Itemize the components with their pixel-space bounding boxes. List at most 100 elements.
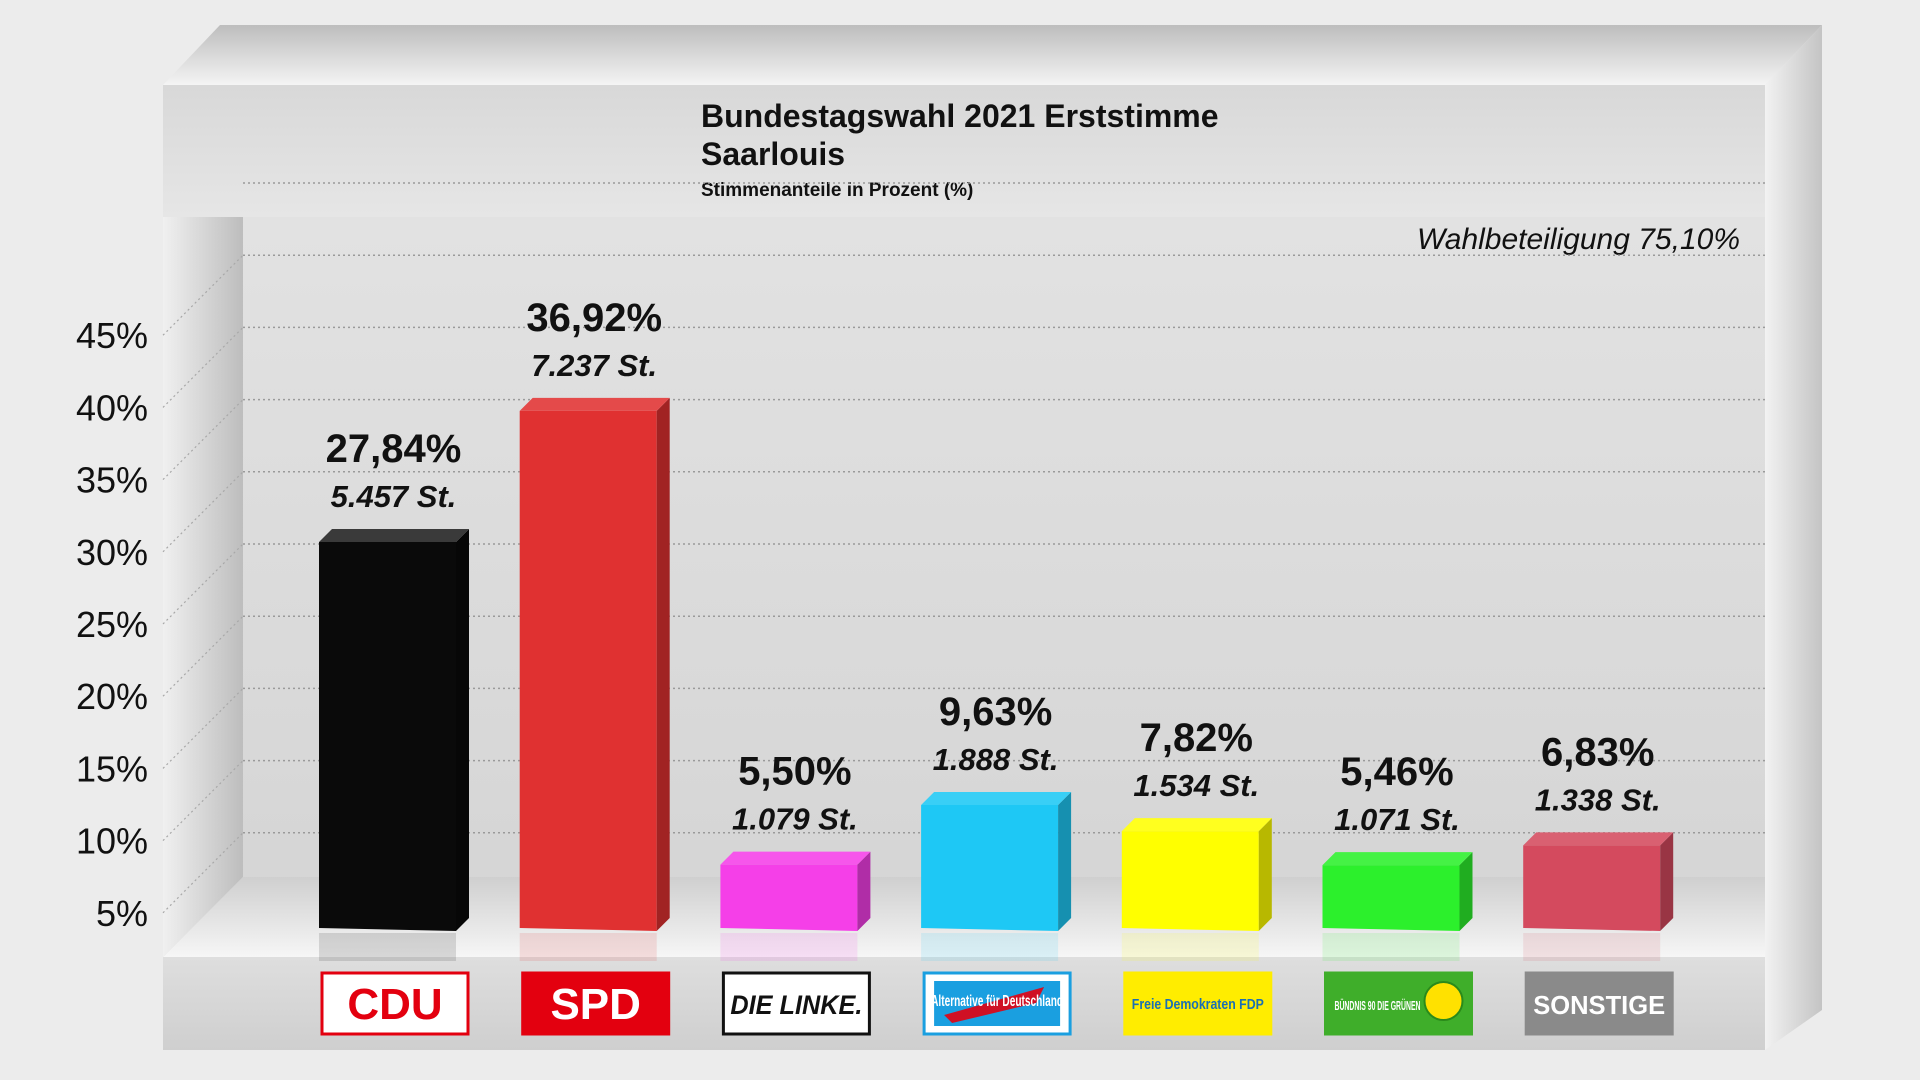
votes-label: 1.079 St. <box>732 802 858 837</box>
party-logo: SONSTIGE <box>1524 971 1674 1036</box>
bar-side <box>656 397 670 931</box>
gridlines <box>162 182 1765 914</box>
party-logo-text: BÜNDNIS 90 DIE GRÜNEN <box>1335 998 1421 1013</box>
party-logo: BÜNDNIS 90 DIE GRÜNEN <box>1324 971 1473 1036</box>
value-label: 9,63% <box>939 690 1052 734</box>
bar <box>1121 818 1272 961</box>
party-logo-text: Freie Demokraten FDP <box>1132 996 1264 1013</box>
party-logo-tile <box>1123 971 1273 1036</box>
bar-reflection <box>1121 933 1259 961</box>
votes-label: 1.071 St. <box>1334 802 1460 837</box>
bar <box>1523 832 1674 961</box>
y-axis-ticks: 5% 10% 15% 20% 25% 30% 35% 40% 45% <box>76 315 148 934</box>
bar-front <box>720 864 858 931</box>
sunflower-icon <box>1423 981 1464 1021</box>
bar-front <box>319 541 456 931</box>
party-logo-tile <box>721 971 871 1036</box>
bar-side <box>456 528 469 931</box>
bar <box>720 851 871 961</box>
bar-reflection <box>921 933 1059 961</box>
frame-top-bevel <box>163 25 1822 85</box>
bar <box>519 397 670 961</box>
y-tick-label: 35% <box>76 460 148 501</box>
plot-left-wall <box>163 217 243 957</box>
value-label: 7,82% <box>1140 716 1253 760</box>
gridline-depth <box>162 254 244 336</box>
bar-top <box>921 791 1072 805</box>
value-label: 36,92% <box>526 296 662 340</box>
bar-top <box>519 397 670 411</box>
bar-front <box>1322 865 1460 931</box>
bar-side <box>1058 791 1072 931</box>
bar <box>1322 852 1473 961</box>
bar-top <box>319 528 469 542</box>
bar-top <box>1523 832 1674 846</box>
gridline-depth <box>162 760 244 842</box>
bar-front <box>1523 845 1661 931</box>
y-tick-label: 25% <box>76 604 148 645</box>
bar <box>319 528 469 961</box>
bars <box>319 397 1674 961</box>
bar-side <box>1660 832 1674 931</box>
bar-side <box>1459 852 1473 931</box>
gridline-depth <box>162 615 244 697</box>
afd-arrow-icon <box>944 987 1045 1023</box>
value-label: 6,83% <box>1541 730 1654 774</box>
value-label: 5,46% <box>1340 750 1453 794</box>
y-tick-label: 15% <box>76 748 148 789</box>
party-logo: SPD <box>521 971 671 1036</box>
value-label: 27,84% <box>326 427 462 471</box>
party-logo-tile <box>1524 971 1674 1036</box>
chart-caption: Stimmenanteile in Prozent (%) <box>701 180 973 201</box>
y-tick-label: 20% <box>76 676 148 717</box>
votes-label: 1.534 St. <box>1133 768 1259 803</box>
frame-right-bevel <box>1765 25 1822 1050</box>
bar-reflection <box>720 933 858 961</box>
bar-reflection <box>1322 933 1460 961</box>
bar-reflection <box>1523 933 1661 961</box>
value-label: 5,50% <box>738 750 851 794</box>
party-logo-tile <box>320 971 470 1036</box>
chart-title: Bundestagswahl 2021 Erststimme <box>701 98 1219 134</box>
bar-reflection <box>519 933 657 961</box>
bar-top <box>720 851 871 865</box>
data-labels: 27,84% 5.457 St. 36,92% 7.237 St. 5,50% 1.079… <box>326 296 1661 837</box>
y-tick-label: 40% <box>76 387 148 428</box>
party-logo-text: SPD <box>550 980 640 1029</box>
bar-top <box>1322 852 1473 866</box>
votes-label: 1.888 St. <box>933 742 1059 777</box>
party-logo: DIE LINKE. <box>721 971 871 1036</box>
party-logo-tile <box>521 971 671 1036</box>
y-tick-label: 30% <box>76 532 148 573</box>
votes-label: 1.338 St. <box>1535 782 1661 817</box>
gridline-depth <box>162 687 244 769</box>
y-tick-label: 10% <box>76 821 148 862</box>
bar-top <box>1121 818 1272 832</box>
header-panel <box>163 85 1765 217</box>
party-logo-text: DIE LINKE. <box>730 990 862 1020</box>
votes-label: 7.237 St. <box>531 348 657 383</box>
party-logo-text: SONSTIGE <box>1533 990 1665 1020</box>
votes-label: 5.457 St. <box>331 479 457 514</box>
y-tick-label: 5% <box>96 893 148 934</box>
bar-front <box>1121 831 1259 931</box>
gridline-depth <box>162 543 244 625</box>
bar-reflection <box>319 933 456 961</box>
turnout-annotation: Wahlbeteiligung 75,10% <box>1417 223 1740 256</box>
bar-side <box>1258 818 1272 931</box>
party-logo: CDU <box>320 971 470 1036</box>
bar-front <box>519 410 657 931</box>
bar-side <box>857 851 871 931</box>
gridline-depth <box>162 471 244 553</box>
party-logo: Freie Demokraten FDP <box>1123 971 1273 1036</box>
bar <box>921 791 1072 961</box>
party-logo-text: Alternative für Deutschland <box>931 993 1063 1010</box>
bar-front <box>921 804 1059 931</box>
gridline-depth <box>162 399 244 481</box>
party-logo-text: CDU <box>347 980 442 1029</box>
party-logos: CDU SPD DIE LINKE. Alternative für Deutschl… <box>320 971 1674 1036</box>
chart-subtitle: Saarlouis <box>701 136 845 172</box>
party-logo: Alternative für Deutschland <box>922 971 1072 1036</box>
gridline-depth <box>162 832 244 914</box>
